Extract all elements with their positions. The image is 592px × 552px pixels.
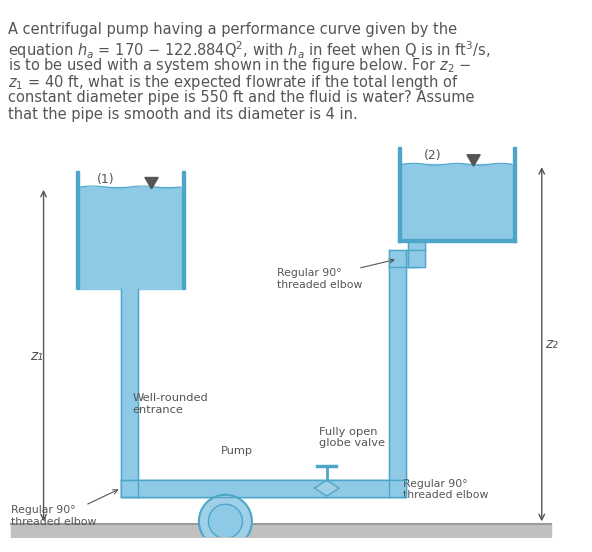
Text: Regular 90°
threaded elbow: Regular 90° threaded elbow <box>403 479 488 500</box>
Text: equation $h_a$ = 170 $-$ 122.884Q$^2$, with $h_a$ in feet when Q is in ft$^3$/s,: equation $h_a$ = 170 $-$ 122.884Q$^2$, w… <box>8 39 490 61</box>
Polygon shape <box>314 480 339 496</box>
Polygon shape <box>408 251 425 268</box>
Polygon shape <box>398 147 401 242</box>
Polygon shape <box>121 480 406 497</box>
Text: (1): (1) <box>96 173 114 186</box>
Text: A centrifugal pump having a performance curve given by the: A centrifugal pump having a performance … <box>8 22 456 37</box>
Circle shape <box>199 495 252 548</box>
Polygon shape <box>139 480 390 497</box>
Polygon shape <box>79 187 182 289</box>
Text: Well-rounded
entrance: Well-rounded entrance <box>133 394 208 415</box>
Polygon shape <box>390 259 406 480</box>
Text: z₁: z₁ <box>30 348 43 363</box>
Polygon shape <box>401 164 513 239</box>
Polygon shape <box>182 171 185 289</box>
Polygon shape <box>121 480 139 497</box>
Text: z₂: z₂ <box>545 337 558 351</box>
Text: Regular 90°
threaded elbow: Regular 90° threaded elbow <box>11 505 96 527</box>
Polygon shape <box>408 242 425 251</box>
Polygon shape <box>513 147 516 242</box>
Text: that the pipe is smooth and its diameter is 4 in.: that the pipe is smooth and its diameter… <box>8 108 358 123</box>
Polygon shape <box>398 239 516 242</box>
Polygon shape <box>145 178 158 189</box>
Text: Fully open
globe valve: Fully open globe valve <box>319 427 385 448</box>
Circle shape <box>208 505 243 538</box>
Text: is to be used with a system shown in the figure below. For $z_2$ $-$: is to be used with a system shown in the… <box>8 56 471 75</box>
Polygon shape <box>406 251 417 268</box>
Polygon shape <box>467 155 480 166</box>
Polygon shape <box>390 251 406 268</box>
Polygon shape <box>76 171 79 289</box>
Text: (2): (2) <box>424 149 442 162</box>
Text: Regular 90°
threaded elbow: Regular 90° threaded elbow <box>276 268 362 290</box>
Polygon shape <box>121 289 139 497</box>
Text: $z_1$ = 40 ft, what is the expected flowrate if the total length of: $z_1$ = 40 ft, what is the expected flow… <box>8 73 458 92</box>
Polygon shape <box>390 480 406 497</box>
Text: Pump: Pump <box>221 445 253 455</box>
Text: constant diameter pipe is 550 ft and the fluid is water? Assume: constant diameter pipe is 550 ft and the… <box>8 91 474 105</box>
